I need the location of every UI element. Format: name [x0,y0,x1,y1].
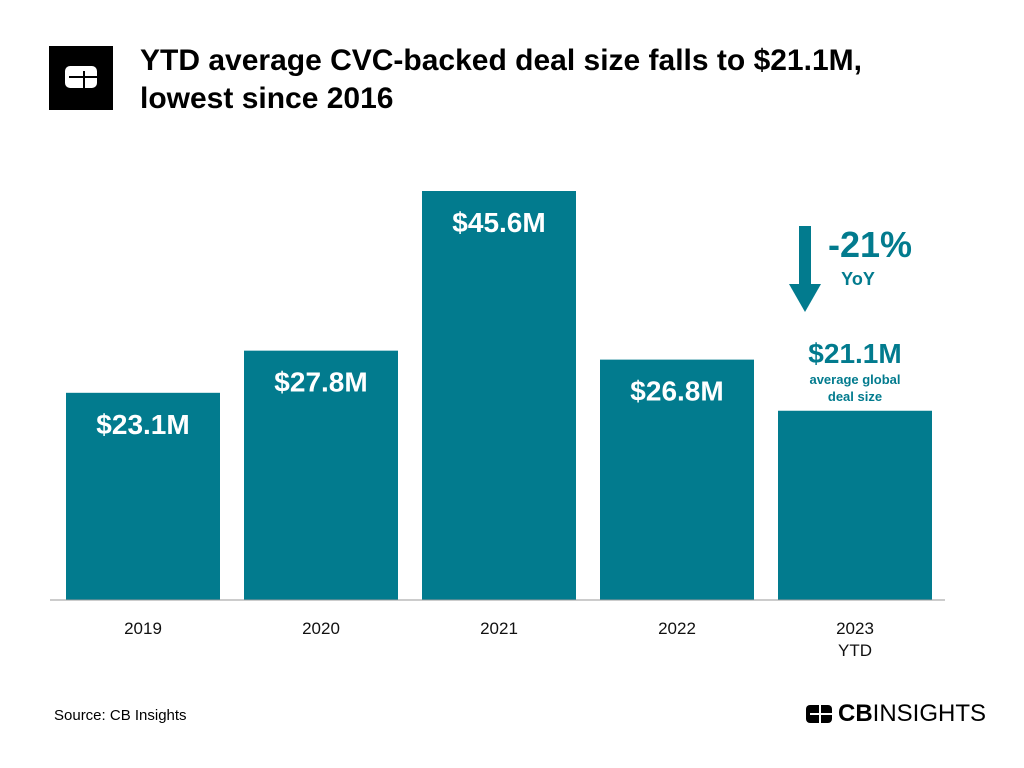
data-label: $23.1M [96,409,189,440]
down-arrow-head-icon [789,284,821,312]
data-label: $45.6M [452,207,545,238]
cb-logo-icon [49,46,113,110]
ytd-value: $21.1M [808,338,901,369]
bar-2019 [66,392,220,600]
yoy-change: -21% [828,224,912,265]
cb-mark-icon [806,705,832,723]
x-tick-label: 2021 [480,619,518,638]
chart-title: YTD average CVC-backed deal size falls t… [140,44,862,115]
data-label: $27.8M [274,367,367,398]
bar-2022 [600,359,754,600]
brand-regular: INSIGHTS [872,700,987,727]
bar-2020 [244,350,398,600]
ytd-note-line1: average global [809,372,900,387]
x-tick-label: YTD [838,641,872,660]
brand-bold: CB [838,700,873,727]
x-tick-label: 2023 [836,619,874,638]
x-tick-label: 2019 [124,619,162,638]
down-arrow-icon [799,226,811,286]
source-note: Source: CB Insights [54,707,187,724]
bar-2023 [778,410,932,600]
data-label: $26.8M [630,376,723,407]
x-tick-label: 2022 [658,619,696,638]
ytd-note-line2: deal size [828,389,882,404]
yoy-annotation: -21% YoY $21.1M average global deal size [789,224,912,404]
cb-insights-logo: CB INSIGHTS [806,700,986,728]
yoy-label: YoY [841,269,875,289]
x-tick-label: 2020 [302,619,340,638]
bar-2021 [422,191,576,600]
